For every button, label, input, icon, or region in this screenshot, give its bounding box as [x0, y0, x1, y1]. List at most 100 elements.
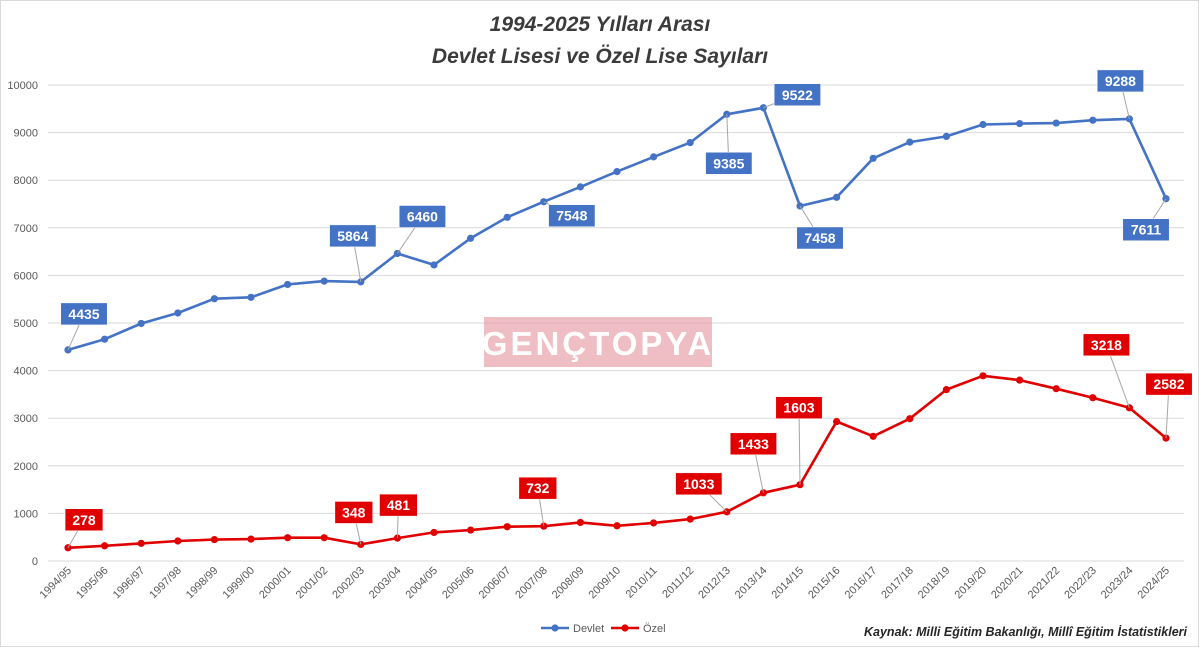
data-point	[906, 138, 914, 146]
label-box	[1082, 333, 1130, 357]
x-tick-label: 2021/22	[1026, 565, 1063, 602]
label-box	[60, 302, 108, 326]
x-tick-label: 2015/16	[806, 565, 843, 602]
label-text: 6460	[407, 209, 438, 225]
data-label: 7611	[1122, 198, 1170, 241]
y-tick-label: 9000	[14, 128, 38, 140]
x-tick-label: 2008/09	[550, 565, 587, 602]
x-tick-label: 2013/14	[733, 565, 770, 602]
data-labels: 4435 5864 6460 7548 9385 9522 7458 9288 7611 278 3…	[60, 69, 1193, 549]
x-tick-label: 2012/13	[696, 565, 733, 602]
data-point	[174, 537, 182, 545]
label-box	[398, 205, 446, 228]
label-text: 7611	[1131, 222, 1162, 238]
x-tick-label: 2004/05	[404, 565, 441, 602]
data-label: 5864	[329, 224, 377, 282]
label-leader-line	[798, 407, 801, 485]
legend-item-0: Devlet	[541, 623, 604, 635]
data-point	[174, 309, 182, 317]
label-text: 9522	[782, 87, 813, 103]
legend-swatch-marker	[551, 624, 559, 632]
label-box	[675, 472, 723, 496]
data-point	[540, 522, 548, 530]
chart-title-line1: 1994-2025 Yılları Arası	[490, 13, 711, 36]
data-label: 278	[64, 508, 104, 549]
label-box	[773, 83, 821, 107]
x-tick-label: 1996/97	[111, 565, 148, 602]
data-point	[979, 372, 987, 380]
data-point	[1016, 119, 1024, 128]
y-tick-label: 2000	[14, 461, 38, 473]
label-text: 1033	[683, 476, 714, 492]
x-tick-label: 1994/95	[38, 565, 75, 602]
data-label: 7548	[543, 201, 596, 227]
x-tick-label: 2000/01	[257, 565, 294, 602]
label-box	[729, 432, 777, 456]
data-label: 9385	[705, 114, 753, 175]
x-tick-label: 2020/21	[989, 565, 1026, 602]
data-label: 7458	[796, 205, 844, 250]
label-box	[775, 396, 823, 419]
series-line	[67, 374, 1167, 550]
data-point	[942, 386, 951, 394]
y-axis: 0 1000 2000 3000 4000 5000 6000 7000 8000 9000 100…	[7, 80, 38, 568]
data-point	[1089, 394, 1097, 402]
chart-title-line2: Devlet Lisesi ve Özel Lise Sayıları	[432, 45, 768, 68]
x-tick-label: 2005/06	[440, 565, 477, 602]
label-box	[64, 508, 104, 532]
data-point	[650, 519, 658, 527]
label-text: 3218	[1091, 337, 1122, 353]
data-label: 3218	[1082, 333, 1130, 408]
legend-label: Özel	[643, 623, 666, 635]
legend-swatch-marker	[621, 624, 629, 632]
y-tick-label: 1000	[14, 508, 38, 520]
x-tick-label: 2023/24	[1099, 565, 1136, 602]
x-tick-label: 2019/20	[953, 565, 990, 602]
label-text: 7548	[556, 208, 587, 224]
data-point	[1052, 385, 1060, 393]
data-point	[906, 415, 914, 423]
series-0	[64, 104, 1170, 354]
x-tick-label: 2006/07	[477, 565, 514, 602]
label-box	[796, 226, 844, 250]
data-point	[613, 168, 621, 176]
x-tick-label: 1997/98	[147, 565, 184, 602]
data-point	[503, 213, 511, 221]
x-tick-label: 2002/03	[330, 565, 367, 602]
x-tick-label: 2007/08	[513, 565, 550, 602]
x-tick-label: 1995/96	[74, 565, 111, 602]
data-label: 1433	[729, 432, 777, 493]
data-label: 1033	[675, 472, 728, 513]
watermark: GENÇTOPYA	[482, 317, 712, 367]
label-box	[1145, 372, 1193, 396]
data-label: 6460	[396, 205, 446, 254]
data-point	[942, 132, 951, 141]
data-point	[430, 528, 438, 537]
x-tick-label: 2001/02	[294, 565, 331, 602]
x-axis: 1994/95 1995/96 1996/97 1997/98 1998/99 1999/…	[38, 565, 1173, 602]
y-tick-label: 8000	[14, 175, 38, 187]
x-tick-label: 1998/99	[184, 565, 221, 602]
data-point	[137, 319, 145, 328]
label-text: 5864	[337, 228, 368, 244]
data-point	[467, 234, 475, 242]
label-box	[705, 152, 753, 175]
label-text: 1603	[783, 400, 814, 416]
data-point	[430, 261, 438, 269]
data-point	[320, 534, 328, 542]
label-text: 278	[72, 512, 96, 528]
data-point	[1089, 116, 1097, 124]
label-text: 1433	[738, 436, 769, 452]
series-1	[64, 372, 1170, 552]
label-text: 481	[387, 497, 411, 513]
data-point	[101, 335, 109, 343]
data-point	[833, 193, 841, 201]
x-tick-label: 1999/00	[221, 565, 258, 602]
label-box	[1122, 218, 1170, 241]
label-box	[548, 204, 596, 227]
x-tick-label: 2017/18	[879, 565, 916, 602]
data-point	[576, 183, 585, 191]
watermark-background	[484, 317, 712, 367]
label-text: 4435	[68, 306, 99, 322]
